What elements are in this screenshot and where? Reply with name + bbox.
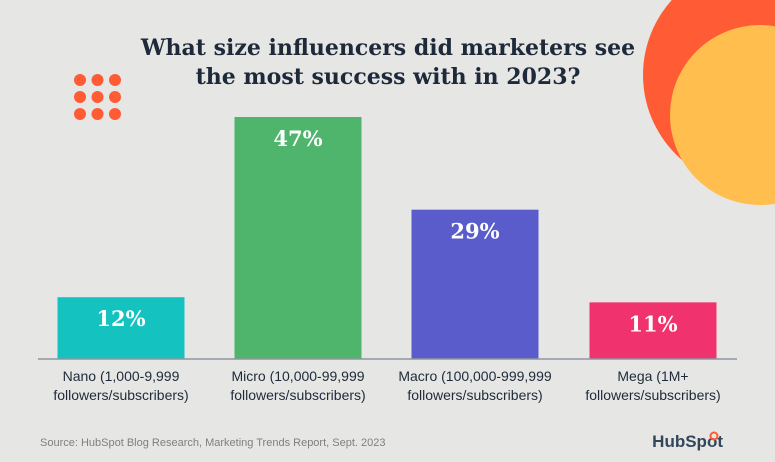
chart-title-line-2: the most success with in 2023? [196, 64, 581, 90]
dot-icon [91, 74, 104, 86]
dot-icon [109, 108, 121, 120]
bar-1 [234, 117, 362, 359]
dot-icon [91, 108, 104, 120]
dot-icon [109, 74, 121, 86]
dot-grid-icon [74, 74, 121, 120]
dot-icon [74, 74, 86, 86]
bar-2 [411, 209, 539, 359]
x-tick-label-0-line-2: followers/subscribers) [53, 387, 188, 403]
x-tick-label-3-line-2: followers/subscribers) [585, 387, 720, 403]
x-tick-labels: Nano (1,000-9,999 followers/subscribers) M… [53, 368, 720, 403]
bar-value-label-0: 12% [96, 306, 145, 331]
hubspot-logo: HubSpot [652, 431, 723, 451]
x-tick-label-2-line-1: Macro (100,000-999,999 [398, 368, 552, 384]
x-tick-label-3-line-1: Mega (1M+ [617, 368, 688, 384]
decorative-circles [643, 0, 775, 205]
dot-icon [109, 91, 121, 103]
brand-name: HubSpot [652, 432, 723, 451]
bar-3 [589, 302, 717, 359]
bar-value-label-2: 29% [450, 219, 499, 244]
bar-value-label-1: 47% [273, 126, 322, 151]
x-tick-label-0-line-1: Nano (1,000-9,999 [63, 368, 180, 384]
x-tick-label-2-line-2: followers/subscribers) [407, 387, 542, 403]
dot-icon [74, 108, 86, 120]
chart-title-line-1: What size influencers did marketers see [140, 35, 635, 61]
x-tick-label-1-line-1: Micro (10,000-99,999 [231, 368, 364, 384]
bar-group: 12% 47% 29% 11% [57, 117, 717, 359]
yellow-circle-icon [670, 25, 775, 205]
source-note: Source: HubSpot Blog Research, Marketing… [40, 437, 385, 449]
hubspot-sprocket-icon [709, 431, 719, 441]
bar-value-label-3: 11% [628, 311, 677, 336]
dot-icon [74, 91, 86, 103]
dot-icon [91, 91, 104, 103]
bar-0 [57, 297, 185, 359]
x-tick-label-1-line-2: followers/subscribers) [230, 387, 365, 403]
